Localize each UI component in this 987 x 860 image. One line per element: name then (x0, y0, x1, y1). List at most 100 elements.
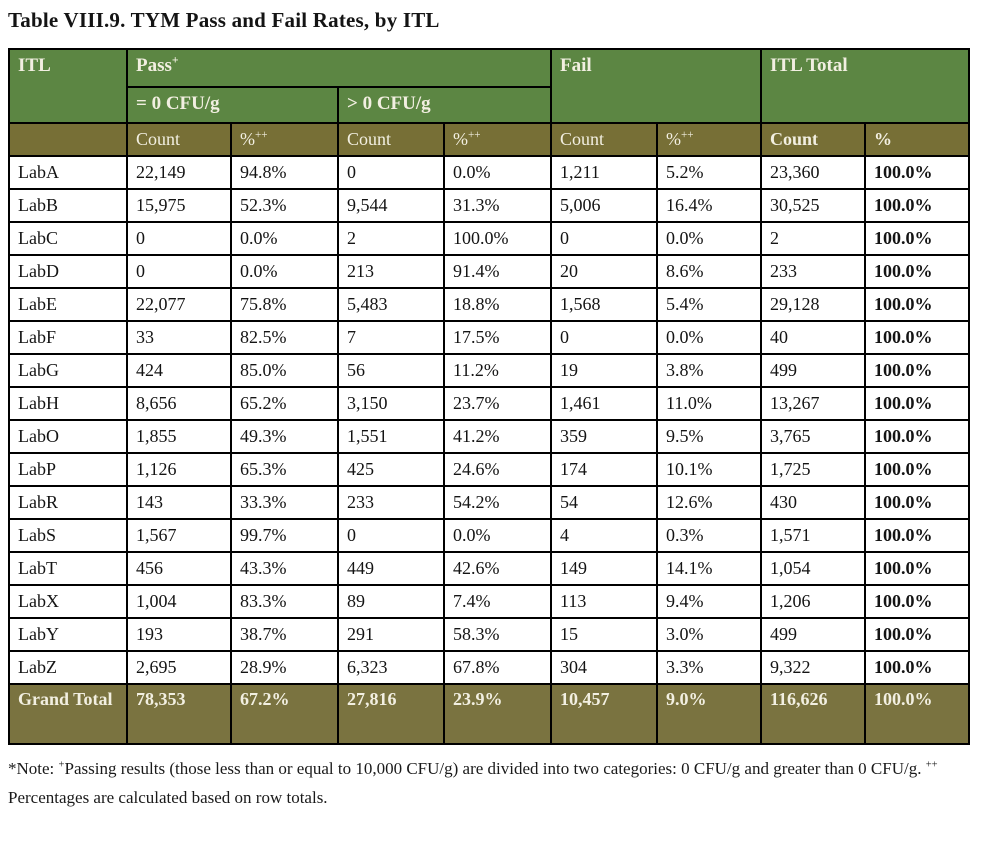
footnote-text-2: Percentages are calculated based on row … (8, 788, 328, 808)
cell-passgt0-count: 0 (337, 518, 445, 553)
cell-pass0-pct: 0.0% (230, 221, 339, 256)
cell-fail-count: 1,461 (550, 386, 658, 421)
cell-total-pct: 100.0% (864, 485, 971, 520)
header-row-3: Count %++ Count %++ Count %++ Count % (8, 122, 971, 157)
cell-pass0-pct: 83.3% (230, 584, 339, 619)
cell-passgt0-count: 0 (337, 155, 445, 190)
cell-fail-pct: 11.0% (655, 386, 763, 421)
cell-passgt0-pct: 18.8% (443, 287, 552, 322)
cell-passgt0-count: 89 (337, 584, 445, 619)
document-page: Table VIII.9. TYM Pass and Fail Rates, b… (8, 8, 971, 808)
cell-pass0-count: 78,353 (126, 683, 232, 745)
cell-pass0-count: 1,126 (126, 452, 232, 487)
cell-pass0-pct: 99.7% (230, 518, 339, 553)
table-row: LabO 1,855 49.3% 1,551 41.2% 359 9.5% 3,765 100.… (8, 419, 971, 454)
cell-fail-pct: 3.0% (655, 617, 763, 652)
table-body: LabA 22,149 94.8% 0 0.0% 1,211 5.2% 23,360 100.0… (8, 155, 971, 745)
header-fail: Fail (549, 48, 763, 124)
row-label-itl: LabZ (8, 650, 128, 685)
cell-passgt0-count: 291 (337, 617, 445, 652)
pct-label: % (240, 129, 255, 149)
cell-total-pct: 100.0% (864, 188, 971, 223)
cell-fail-pct: 0.0% (655, 221, 763, 256)
cell-pass0-count: 15,975 (126, 188, 232, 223)
cell-pass0-pct: 49.3% (230, 419, 339, 454)
cell-total-count: 116,626 (760, 683, 867, 745)
cell-pass0-count: 193 (126, 617, 232, 652)
cell-passgt0-pct: 100.0% (443, 221, 552, 256)
cell-total-count: 430 (760, 485, 867, 520)
cell-passgt0-count: 449 (337, 551, 445, 586)
table-row: LabR 143 33.3% 233 54.2% 54 12.6% 430 100.0% (8, 485, 971, 520)
cell-passgt0-pct: 54.2% (443, 485, 552, 520)
footnote-text-1: Passing results (those less than or equa… (64, 759, 926, 778)
cell-total-pct: 100.0% (864, 452, 971, 487)
pct-superscript: ++ (255, 129, 268, 141)
cell-pass0-pct: 0.0% (230, 254, 339, 289)
table-row: LabD 0 0.0% 213 91.4% 20 8.6% 233 100.0% (8, 254, 971, 289)
pct-label: % (453, 129, 468, 149)
table-row: LabX 1,004 83.3% 89 7.4% 113 9.4% 1,206 100.0% (8, 584, 971, 619)
cell-passgt0-pct: 67.8% (443, 650, 552, 685)
cell-pass0-pct: 82.5% (230, 320, 339, 355)
footnote-pct-superscript: ++ (925, 759, 938, 771)
cell-total-count: 23,360 (760, 155, 867, 190)
footnote-pass-superscript: + (58, 759, 65, 771)
cell-pass0-pct: 33.3% (230, 485, 339, 520)
cell-total-count: 499 (760, 353, 867, 388)
row-label-itl: LabS (8, 518, 128, 553)
cell-passgt0-pct: 23.9% (443, 683, 552, 745)
cell-pass0-pct: 43.3% (230, 551, 339, 586)
pass-superscript: + (171, 53, 179, 67)
table-row: LabE 22,077 75.8% 5,483 18.8% 1,568 5.4% 29,128… (8, 287, 971, 322)
table-row: LabT 456 43.3% 449 42.6% 149 14.1% 1,054 100.0% (8, 551, 971, 586)
pct-superscript: ++ (681, 129, 694, 141)
cell-fail-pct: 9.5% (655, 419, 763, 454)
table-row: LabB 15,975 52.3% 9,544 31.3% 5,006 16.4% 30,52… (8, 188, 971, 223)
row-label-itl: LabH (8, 386, 128, 421)
cell-fail-count: 1,568 (550, 287, 658, 322)
cell-total-count: 499 (760, 617, 867, 652)
cell-passgt0-count: 5,483 (337, 287, 445, 322)
cell-pass0-count: 143 (126, 485, 232, 520)
header-itl-total: ITL Total (760, 48, 971, 124)
pct-superscript: ++ (468, 129, 481, 141)
cell-fail-pct: 14.1% (655, 551, 763, 586)
cell-fail-count: 0 (550, 320, 658, 355)
cell-passgt0-pct: 23.7% (443, 386, 552, 421)
cell-fail-pct: 10.1% (655, 452, 763, 487)
cell-pass0-pct: 65.3% (230, 452, 339, 487)
row-label-itl: LabE (8, 287, 128, 322)
cell-pass0-count: 8,656 (126, 386, 232, 421)
header-passgt0-pct: %++ (443, 122, 552, 157)
cell-total-pct: 100.0% (864, 287, 971, 322)
table-row: LabH 8,656 65.2% 3,150 23.7% 1,461 11.0% 13,267… (8, 386, 971, 421)
cell-pass0-count: 22,077 (126, 287, 232, 322)
header-pass0-count: Count (126, 122, 232, 157)
header-row-2: = 0 CFU/g > 0 CFU/g (9, 86, 969, 124)
cell-total-pct: 100.0% (864, 650, 971, 685)
cell-total-pct: 100.0% (864, 518, 971, 553)
cell-fail-pct: 0.3% (655, 518, 763, 553)
cell-total-pct: 100.0% (864, 353, 971, 388)
cell-pass0-count: 456 (126, 551, 232, 586)
table-row: LabS 1,567 99.7% 0 0.0% 4 0.3% 1,571 100.0% (8, 518, 971, 553)
cell-passgt0-count: 213 (337, 254, 445, 289)
cell-total-pct: 100.0% (864, 617, 971, 652)
cell-passgt0-pct: 58.3% (443, 617, 552, 652)
header-pass0-pct: %++ (230, 122, 339, 157)
cell-pass0-count: 1,567 (126, 518, 232, 553)
row-label-itl: LabP (8, 452, 128, 487)
cell-total-pct: 100.0% (864, 155, 971, 190)
row-label-itl: Grand Total (8, 683, 128, 745)
row-label-itl: LabD (8, 254, 128, 289)
cell-total-pct: 100.0% (864, 386, 971, 421)
cell-pass0-pct: 94.8% (230, 155, 339, 190)
cell-pass0-pct: 67.2% (230, 683, 339, 745)
table-row: LabP 1,126 65.3% 425 24.6% 174 10.1% 1,725 100.0… (8, 452, 971, 487)
cell-fail-count: 0 (550, 221, 658, 256)
header-fail-count: Count (550, 122, 658, 157)
table-row: LabC 0 0.0% 2 100.0% 0 0.0% 2 100.0% (8, 221, 971, 256)
header-fail-pct: %++ (655, 122, 763, 157)
row-label-itl: LabF (8, 320, 128, 355)
